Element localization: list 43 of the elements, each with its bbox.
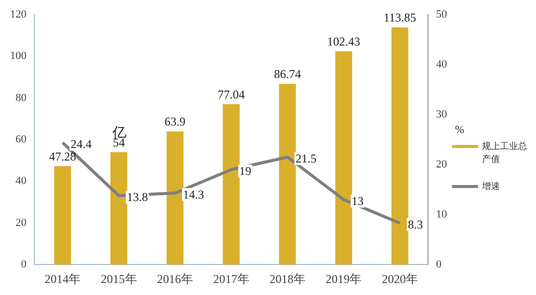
legend-label: 增速 [482,180,500,193]
x-tick-label: 2020年 [382,272,418,286]
x-tick-label: 2017年 [213,272,250,286]
y2-axis-title: % [455,124,464,136]
data-label: 47.28 [49,149,76,164]
data-label: 113.85 [384,10,416,25]
bar [279,84,296,265]
y-tick-label: 60 [16,133,27,146]
y2-tick-label: 20 [436,158,448,170]
data-label: 8.3 [408,217,423,232]
y-tick-label: 120 [10,8,27,20]
x-tick-label: 2018年 [269,272,306,286]
x-tick-label: 2019年 [326,272,362,286]
data-label: 19 [239,164,252,178]
x-tick-label: 2016年 [157,272,194,286]
bar [110,152,128,265]
y-tick-label: 100 [10,50,27,62]
y-tick-label: 20 [16,216,27,229]
data-label: 24.4 [70,136,92,151]
bar [335,51,352,265]
data-label: 86.74 [274,67,301,82]
y2-tick-label: 40 [436,58,448,70]
data-label: 102.43 [327,34,360,48]
y-tick-label: 40 [16,175,27,188]
data-label: 14.3 [183,187,204,202]
y2-tick-label: 50 [436,8,448,20]
data-label: 21.5 [295,151,316,166]
y2-tick-label: 0 [436,258,442,270]
data-label: 77.04 [218,87,245,102]
y2-tick-label: 10 [436,208,448,220]
legend-label: 规上工业总产值 [482,140,528,166]
data-label: 13.8 [126,190,148,204]
data-label: 13 [352,194,364,208]
y-tick-label: 0 [21,258,27,270]
data-label: 63.9 [164,114,186,129]
bar [391,27,408,265]
y-tick-label: 80 [16,92,27,104]
y2-tick-label: 30 [436,108,448,120]
bar [54,166,72,265]
x-tick-label: 2015年 [100,272,137,286]
x-tick-label: 2014年 [44,272,81,286]
bar [222,104,240,265]
bar [166,131,184,265]
